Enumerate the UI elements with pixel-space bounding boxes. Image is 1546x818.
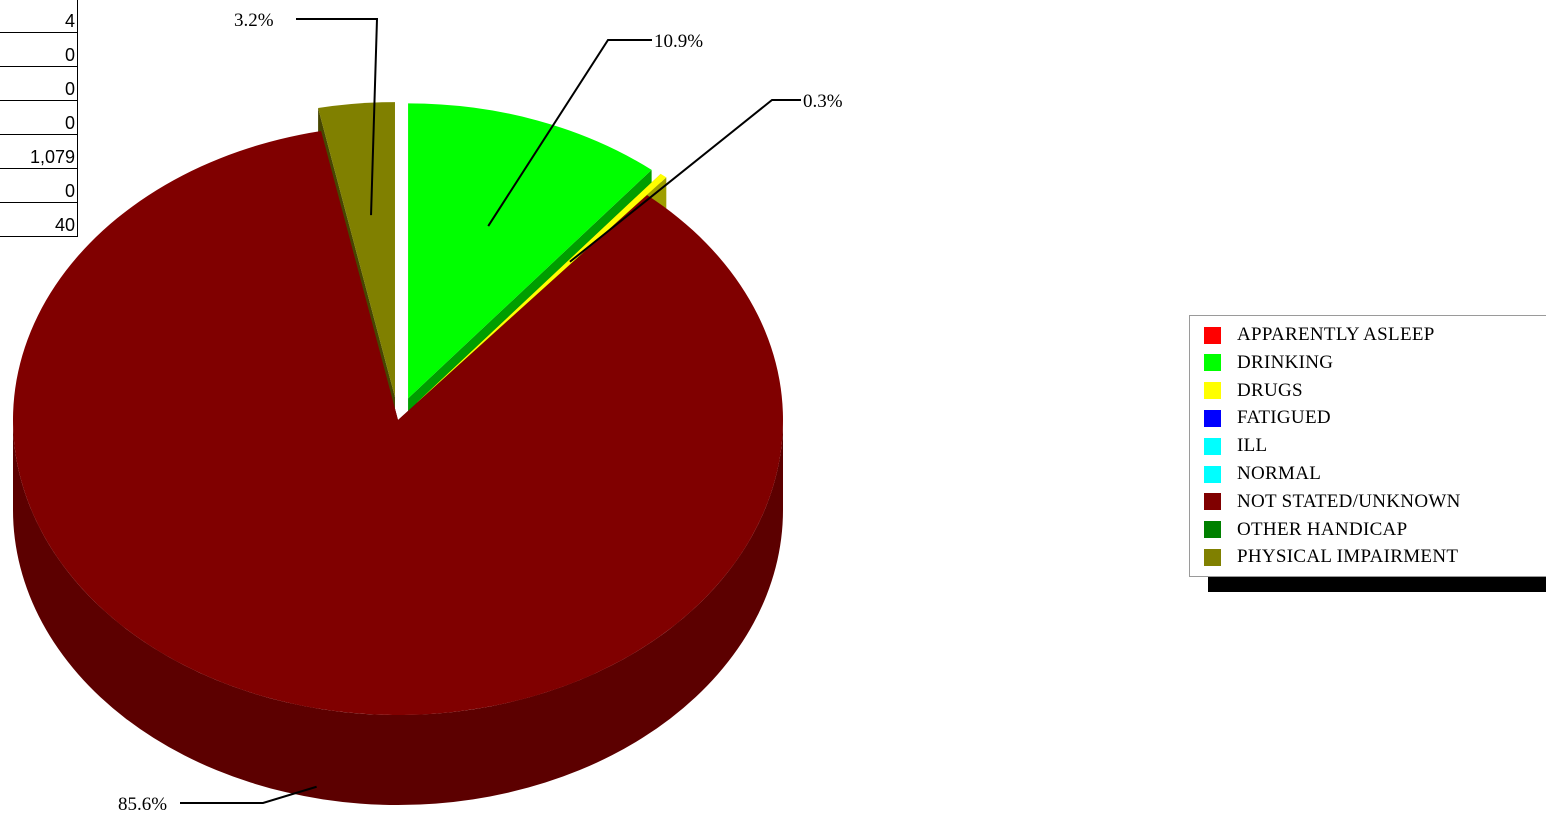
data-table: 4 0 0 0 1,079 0 40 — [0, 0, 78, 237]
leader-line — [569, 99, 801, 263]
legend-item: PHYSICAL IMPAIRMENT — [1204, 546, 1458, 568]
legend-label: FATIGUED — [1237, 407, 1331, 429]
leader-line — [487, 39, 652, 227]
legend-item: NORMAL — [1204, 463, 1321, 485]
legend-label: OTHER HANDICAP — [1237, 518, 1408, 540]
legend-swatch — [1204, 382, 1221, 400]
legend-item: ILL — [1204, 435, 1267, 457]
pie-tops — [12, 102, 783, 716]
legend-label: PHYSICAL IMPAIRMENT — [1237, 546, 1459, 568]
legend-item: NOT STATED/UNKNOWN — [1204, 491, 1461, 513]
legend-swatch — [1204, 437, 1221, 455]
table-row: 0 — [0, 168, 78, 203]
legend-swatch — [1204, 493, 1221, 511]
legend-item: OTHER HANDICAP — [1204, 519, 1407, 541]
data-label: 3.2% — [234, 10, 274, 31]
slice-not-stated-unknown — [12, 130, 783, 716]
legend-swatch — [1204, 326, 1221, 344]
data-label: 10.9% — [654, 31, 703, 52]
leader-line — [296, 18, 379, 216]
chart-legend: APPARENTLY ASLEEP DRINKING DRUGS FATIGUED IL… — [1189, 315, 1546, 577]
legend-label: APPARENTLY ASLEEP — [1237, 324, 1435, 345]
data-labels: 10.9% 0.3% 85.6% 3.2% — [118, 10, 843, 815]
legend-swatch — [1204, 521, 1221, 539]
table-cell[interactable]: 4 — [0, 0, 78, 33]
table-cell[interactable]: 1,079 — [0, 134, 78, 169]
table-row: 0 — [0, 66, 78, 101]
table-cell[interactable]: 40 — [0, 202, 78, 237]
legend-label: DRUGS — [1237, 379, 1303, 401]
legend-label: DRINKING — [1237, 351, 1334, 373]
table-cell[interactable]: 0 — [0, 32, 78, 67]
table-row: 4 — [0, 0, 78, 33]
slice-drinking — [408, 103, 652, 399]
legend-label: ILL — [1237, 435, 1268, 457]
table-row: 1,079 — [0, 134, 78, 169]
slice-drugs — [417, 173, 667, 403]
slice-physical-impairment — [318, 102, 395, 398]
legend-item: FATIGUED — [1204, 407, 1331, 429]
legend-swatch — [1204, 409, 1221, 427]
legend-label: NORMAL — [1237, 463, 1322, 484]
legend-label: NOT STATED/UNKNOWN — [1237, 490, 1461, 512]
legend-swatch — [1204, 354, 1221, 372]
data-label: 85.6% — [118, 794, 167, 815]
table-cell[interactable]: 0 — [0, 66, 78, 101]
table-row: 0 — [0, 32, 78, 67]
leader-line — [180, 785, 317, 804]
data-label: 0.3% — [803, 91, 843, 112]
slice-side-not-stated-unknown — [13, 420, 783, 805]
legend-item: APPARENTLY ASLEEP — [1204, 324, 1435, 346]
legend-swatch — [1204, 548, 1221, 566]
legend-item: DRINKING — [1204, 352, 1333, 374]
table-row: 40 — [0, 202, 78, 237]
table-cell[interactable]: 0 — [0, 168, 78, 203]
legend-swatch — [1204, 465, 1221, 483]
legend-shadow — [1208, 577, 1546, 592]
legend-item: DRUGS — [1204, 380, 1303, 402]
